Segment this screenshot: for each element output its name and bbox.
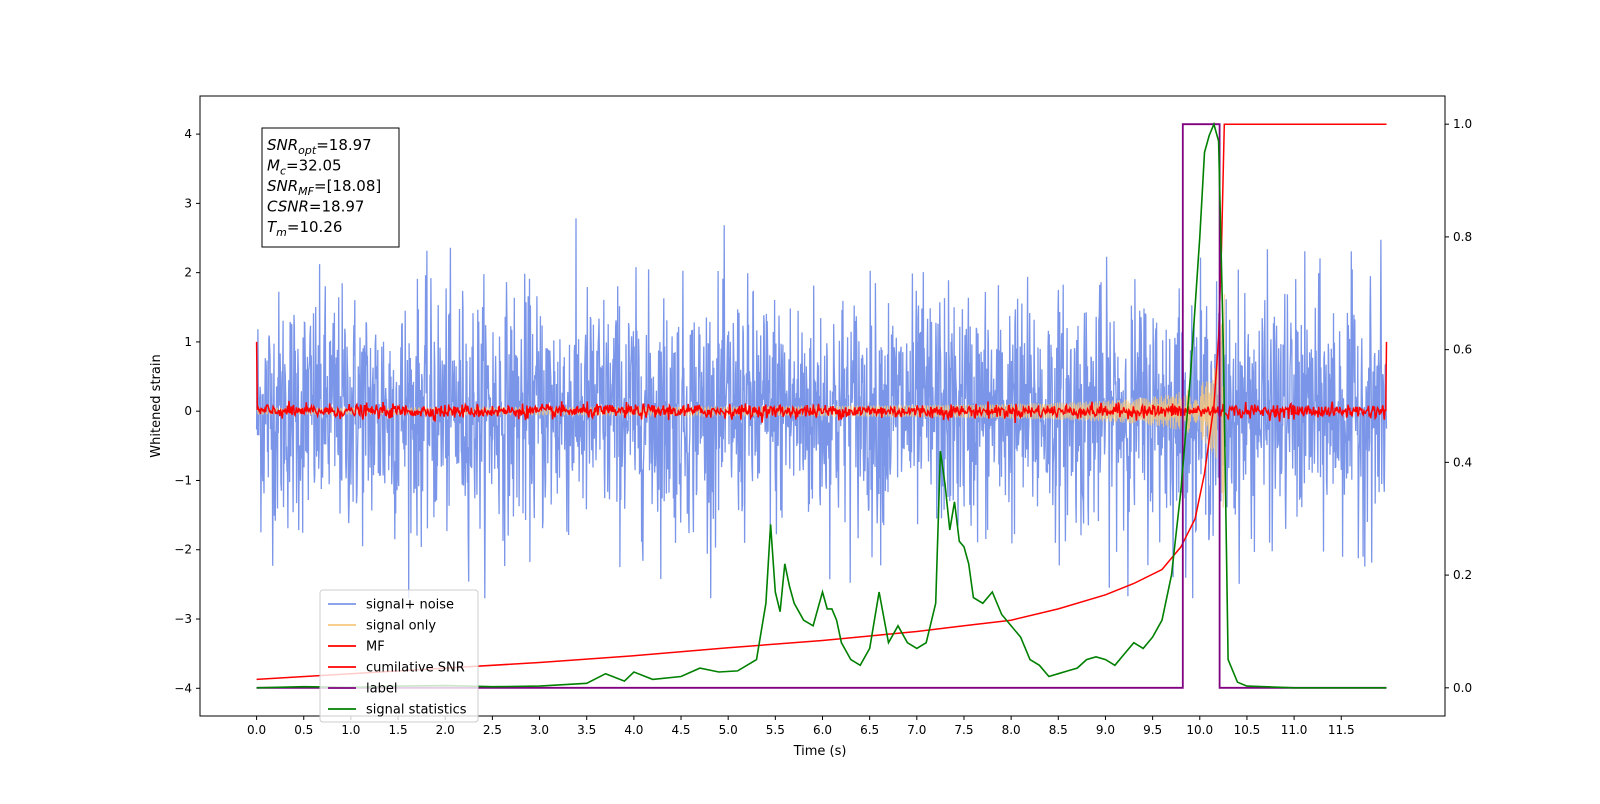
legend: signal+ noise signal only MF cumilative SNR…: [319, 589, 479, 723]
x-tick-label: 3.0: [530, 723, 549, 737]
annotation-line: Mc=32.05: [267, 157, 342, 178]
x-tick-label: 1.5: [389, 723, 408, 737]
y2-tick-label: 0.8: [1453, 230, 1472, 244]
legend-label: MF: [366, 640, 385, 655]
y-tick-label: 3: [184, 196, 192, 210]
y-tick-label: 1: [184, 335, 192, 349]
y-tick-label: −4: [174, 681, 192, 695]
x-tick-label: 5.5: [766, 723, 785, 737]
x-tick-label: 6.0: [813, 723, 832, 737]
x-tick-label: 8.5: [1049, 723, 1068, 737]
x-tick-label: 10.5: [1234, 723, 1261, 737]
annotation-line: SNRMF=[18.08]: [267, 177, 381, 198]
legend-label: label: [366, 682, 397, 697]
legend-label: cumilative SNR: [366, 661, 465, 676]
x-tick-label: 2.0: [436, 723, 455, 737]
y-tick-label: −1: [174, 473, 192, 487]
annotation-frame: [261, 127, 400, 248]
y-tick-label: 2: [184, 266, 192, 280]
x-tick-label: 9.0: [1096, 723, 1115, 737]
x-tick-label: 7.0: [907, 723, 926, 737]
series-label-line: [256, 123, 1387, 689]
x-tick-label: 7.5: [954, 723, 973, 737]
y2-tick-label: 0.6: [1453, 343, 1472, 357]
x-tick-label: 4.5: [671, 723, 690, 737]
x-tick-label: 6.5: [860, 723, 879, 737]
x-tick-label: 11.5: [1328, 723, 1355, 737]
x-tick-label: 11.0: [1281, 723, 1308, 737]
annotation-line: CSNR=18.97: [267, 198, 364, 216]
x-tick-label: 4.0: [624, 723, 643, 737]
y2-tick-label: 0.2: [1453, 568, 1472, 582]
y2-tick-label: 1.0: [1453, 117, 1472, 131]
annotation-line: SNRopt=18.97: [267, 136, 372, 157]
y2-tick-label: 0.0: [1453, 681, 1472, 695]
y-axis-label: Whitened strain: [149, 354, 164, 457]
plot-area: [255, 121, 1388, 689]
x-tick-label: 9.5: [1143, 723, 1162, 737]
y-tick-label: 0: [184, 404, 192, 418]
legend-frame: [319, 589, 479, 723]
x-axis-label: Time (s): [793, 744, 847, 759]
y-tick-label: 4: [184, 127, 192, 141]
x-tick-label: 8.0: [1002, 723, 1021, 737]
x-tick-label: 0.5: [294, 723, 313, 737]
x-tick-label: 1.0: [341, 723, 360, 737]
x-tick-label: 10.0: [1186, 723, 1213, 737]
legend-label: signal statistics: [366, 703, 467, 718]
y-axis-right: 0.0 0.2 0.4 0.6 0.8 1.0: [1445, 117, 1472, 695]
series-mf-line: [255, 341, 1388, 423]
annotation-line: Tm=10.26: [267, 218, 342, 239]
x-tick-label: 5.0: [719, 723, 738, 737]
x-tick-label: 2.5: [483, 723, 502, 737]
y-tick-label: −2: [174, 543, 192, 557]
series-signal-noise-line: [255, 218, 1388, 599]
legend-label: signal+ noise: [366, 598, 454, 613]
y-tick-label: −3: [174, 612, 192, 626]
x-axis: 0.0 0.5 1.0 1.5 2.0 2.5 3.0 3.5 4.0 4.5 5.0 5.5 6.0 6…: [247, 716, 1355, 737]
x-tick-label: 0.0: [247, 723, 266, 737]
y2-tick-label: 0.4: [1453, 455, 1472, 469]
series-signal-statistics-line: [256, 121, 1387, 689]
y-axis-left: −4 −3 −2 −1 0 1 2 3 4: [174, 127, 200, 695]
x-tick-label: 3.5: [577, 723, 596, 737]
annotation-box: SNRopt=18.97Mc=32.05SNRMF=[18.08]CSNR=18…: [261, 127, 400, 248]
legend-label: signal only: [366, 619, 436, 634]
